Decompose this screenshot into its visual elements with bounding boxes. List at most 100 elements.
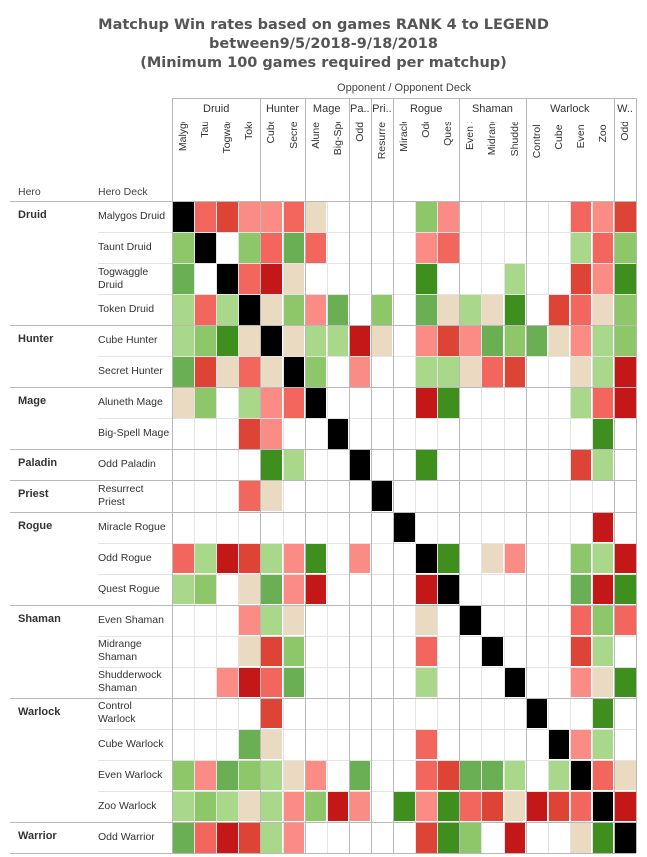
opponent-class-label: Shaman: [471, 103, 513, 115]
hero-deck-label: Resurrect Priest: [98, 482, 144, 508]
heatmap-cell: [570, 232, 592, 263]
class-separator-horizontal: [10, 604, 637, 606]
heatmap-cell: [172, 263, 194, 294]
grid-line-vertical: [326, 201, 328, 854]
heatmap-cell-mirror: [548, 729, 570, 760]
opponent-class-label: Mage: [312, 103, 341, 115]
heatmap-cell: [283, 294, 305, 325]
heatmap-cell: [614, 574, 636, 605]
hero-class-label: Warrior: [18, 830, 57, 842]
heatmap-cell: [238, 636, 260, 667]
heatmap-cell-mirror: [592, 791, 614, 822]
heatmap-cell: [283, 667, 305, 698]
opponent-deck-label: Midrange Sha..: [481, 122, 503, 196]
heatmap-cell: [194, 387, 216, 418]
opponent-deck-label: Taunt Druid: [194, 122, 216, 196]
opponent-deck-label: Zoo Warlock: [592, 122, 614, 196]
heatmap-cell: [238, 760, 260, 791]
heatmap-cell: [415, 822, 437, 853]
hero-deck-label: Zoo Warlock: [98, 799, 157, 812]
heatmap-cell: [415, 201, 437, 232]
heatmap-cell: [238, 201, 260, 232]
chart-title-line-1: Matchup Win rates based on games RANK 4 …: [98, 17, 549, 33]
hero-class-label: Druid: [18, 209, 47, 221]
opponent-deck-label: Big-Spell Mage: [327, 122, 349, 196]
heatmap-cell: [283, 232, 305, 263]
heatmap-cell-mirror: [459, 605, 481, 636]
heatmap-cell: [172, 574, 194, 605]
class-separator-horizontal: [10, 201, 637, 202]
grid-line-horizontal: [98, 418, 637, 420]
heatmap-cell: [415, 791, 437, 822]
heatmap-cell: [238, 729, 260, 760]
opponent-deck-label-text: Even Shaman: [460, 122, 480, 196]
heatmap-cell-mirror: [216, 263, 238, 294]
heatmap-cell: [548, 294, 570, 325]
heatmap-cell: [260, 294, 282, 325]
heatmap-cell-mirror: [504, 667, 526, 698]
hero-deck-label: Taunt Druid: [98, 241, 152, 254]
heatmap-cell-mirror: [437, 574, 459, 605]
hero-deck-label: Miracle Rogue: [98, 520, 166, 533]
heatmap-cell: [504, 294, 526, 325]
heatmap-cell: [459, 325, 481, 356]
heatmap-cell: [349, 543, 371, 574]
heatmap-cell: [504, 791, 526, 822]
hero-class-label: Rogue: [18, 519, 53, 532]
heatmap-cell: [504, 822, 526, 853]
class-separator-horizontal: [10, 387, 637, 389]
heatmap-cell: [570, 201, 592, 232]
heatmap-cell: [260, 760, 282, 791]
heatmap-cell: [260, 636, 282, 667]
heatmap-cell: [216, 791, 238, 822]
heatmap-cell: [570, 387, 592, 418]
heatmap-cell: [415, 574, 437, 605]
heatmap-cell: [393, 791, 415, 822]
heatmap-cell: [305, 574, 327, 605]
heatmap-cell: [238, 263, 260, 294]
heatmap-cell: [592, 698, 614, 729]
heatmap-cell: [504, 325, 526, 356]
hero-deck-label: Big-Spell Mage: [98, 427, 170, 440]
heatmap-cell: [592, 356, 614, 387]
grid-line-horizontal: [98, 542, 637, 544]
grid-line-vertical: [415, 201, 417, 854]
heatmap-cell: [283, 449, 305, 480]
heatmap-cell: [570, 325, 592, 356]
opponent-deck-label-text: Odd Rogue: [416, 122, 436, 196]
heatmap-cell: [614, 294, 636, 325]
heatmap-cell: [216, 543, 238, 574]
heatmap-cell: [570, 574, 592, 605]
heatmap-cell-mirror: [570, 760, 592, 791]
heatmap-cell: [481, 760, 503, 791]
opponent-deck-label-text: Midrange Sha..: [482, 122, 502, 196]
class-separator-vertical: [370, 98, 372, 854]
hero-deck-label: Odd Rogue: [98, 551, 152, 564]
hero-header: Hero: [18, 186, 41, 198]
heatmap-cell: [194, 201, 216, 232]
heatmap-cell: [305, 325, 327, 356]
opponent-deck-label: Secret Hunter: [283, 122, 305, 196]
heatmap-cell: [260, 449, 282, 480]
heatmap-cell: [371, 294, 393, 325]
heatmap-cell: [592, 294, 614, 325]
chart-title-line-3: (Minimum 100 games required per matchup): [140, 55, 507, 71]
heatmap-cell: [238, 387, 260, 418]
grid-line-vertical: [216, 201, 218, 854]
heatmap-cell: [327, 294, 349, 325]
opponent-deck-label: Cube Warlock: [548, 122, 570, 196]
heatmap-cell: [415, 729, 437, 760]
opponent-class-label: Pri..: [372, 103, 392, 115]
heatmap-cell: [570, 822, 592, 853]
heatmap-cell: [481, 325, 503, 356]
hero-deck-label: Control Warlock: [98, 700, 136, 726]
heatmap-cell: [216, 325, 238, 356]
heatmap-cell: [238, 574, 260, 605]
chart-title: Matchup Win rates based on games RANK 4 …: [0, 16, 647, 73]
class-separator-vertical: [636, 98, 638, 854]
heatmap-cell: [194, 356, 216, 387]
heatmap-cell-mirror: [371, 480, 393, 511]
class-separator-vertical: [172, 98, 173, 854]
opponent-deck-label: Odd Paladin: [349, 122, 371, 196]
opponent-deck-label-text: Resurrect Priest: [372, 122, 392, 196]
